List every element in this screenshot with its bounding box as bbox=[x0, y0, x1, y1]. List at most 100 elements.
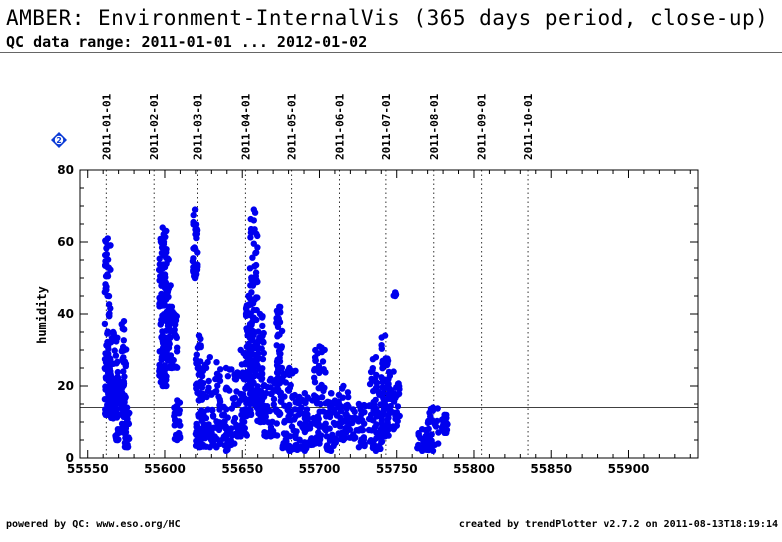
data-point bbox=[158, 302, 166, 309]
x-tick-label: 55800 bbox=[453, 462, 495, 476]
data-point bbox=[216, 419, 223, 426]
data-point bbox=[224, 373, 232, 380]
data-point bbox=[250, 306, 257, 314]
data-point bbox=[373, 383, 381, 391]
qc-diamond-icon[interactable]: 2 bbox=[51, 132, 67, 148]
data-point bbox=[191, 274, 199, 282]
data-point bbox=[163, 246, 170, 253]
data-point bbox=[249, 351, 257, 358]
data-point bbox=[267, 433, 274, 440]
data-point bbox=[120, 337, 128, 344]
data-point bbox=[221, 418, 228, 425]
data-point bbox=[157, 321, 164, 328]
data-point bbox=[349, 415, 356, 422]
data-point bbox=[318, 366, 325, 374]
data-point bbox=[344, 389, 352, 396]
data-point bbox=[160, 238, 168, 246]
data-point bbox=[275, 347, 283, 355]
y-tick-label: 80 bbox=[57, 163, 74, 177]
data-point bbox=[168, 364, 176, 372]
data-point bbox=[159, 265, 166, 272]
data-point bbox=[106, 360, 113, 367]
data-point bbox=[372, 396, 379, 404]
data-point bbox=[270, 401, 277, 408]
data-point bbox=[379, 424, 387, 431]
data-point bbox=[165, 339, 172, 346]
data-point bbox=[206, 354, 213, 361]
data-point bbox=[174, 397, 181, 404]
data-point bbox=[304, 416, 311, 423]
x-tick-label: 55600 bbox=[144, 462, 186, 476]
data-point bbox=[232, 376, 240, 383]
data-point bbox=[209, 413, 217, 420]
data-point bbox=[160, 344, 167, 351]
data-point bbox=[424, 433, 432, 441]
data-point bbox=[286, 447, 293, 454]
data-point bbox=[101, 320, 109, 328]
data-point bbox=[163, 327, 170, 334]
data-point bbox=[222, 386, 229, 393]
data-point bbox=[323, 433, 330, 440]
data-point bbox=[259, 332, 266, 340]
data-point bbox=[279, 444, 286, 452]
data-point bbox=[198, 396, 206, 403]
data-point bbox=[163, 349, 170, 357]
data-point bbox=[336, 431, 344, 438]
qc-badge-label: 2 bbox=[56, 136, 62, 145]
y-tick-label: 40 bbox=[57, 307, 74, 321]
data-point bbox=[270, 395, 278, 403]
data-point bbox=[367, 411, 375, 418]
data-point bbox=[231, 401, 239, 408]
data-point bbox=[103, 251, 111, 258]
data-point bbox=[107, 372, 115, 379]
footer-powered-by: powered by QC: www.eso.org/HC bbox=[6, 519, 181, 530]
data-point bbox=[250, 206, 257, 213]
data-point bbox=[441, 429, 448, 436]
data-point bbox=[246, 265, 254, 272]
data-point bbox=[112, 352, 120, 359]
data-point bbox=[102, 258, 109, 265]
data-point bbox=[111, 347, 118, 354]
data-point bbox=[104, 242, 111, 250]
data-point bbox=[311, 392, 318, 399]
data-point bbox=[193, 351, 200, 358]
data-point bbox=[276, 379, 284, 387]
y-tick-label: 20 bbox=[57, 379, 74, 393]
data-point bbox=[327, 447, 335, 454]
data-point bbox=[165, 321, 172, 328]
month-marker-label: 2011-02-01 bbox=[148, 93, 161, 160]
data-point bbox=[168, 303, 176, 310]
data-point bbox=[387, 407, 394, 415]
data-point bbox=[158, 373, 166, 380]
data-point bbox=[121, 425, 129, 432]
data-point bbox=[231, 440, 238, 447]
data-point bbox=[247, 383, 255, 391]
data-point bbox=[351, 408, 358, 416]
data-point bbox=[104, 235, 112, 242]
data-point bbox=[205, 377, 212, 385]
data-point bbox=[259, 322, 266, 330]
data-point bbox=[275, 369, 282, 376]
data-point bbox=[285, 405, 292, 413]
data-point bbox=[231, 414, 239, 422]
data-point bbox=[350, 431, 357, 438]
data-point bbox=[282, 379, 289, 386]
data-point bbox=[217, 440, 224, 447]
data-point bbox=[360, 435, 367, 442]
data-point bbox=[379, 378, 386, 386]
data-point bbox=[177, 422, 184, 429]
data-point bbox=[159, 271, 166, 278]
data-point bbox=[194, 389, 201, 396]
data-point bbox=[274, 432, 281, 439]
data-point bbox=[106, 313, 113, 320]
data-point bbox=[160, 231, 167, 238]
data-point bbox=[216, 373, 223, 380]
data-point bbox=[254, 232, 261, 240]
data-point bbox=[426, 418, 434, 425]
data-point bbox=[107, 305, 114, 312]
data-point bbox=[318, 348, 325, 356]
data-point bbox=[432, 422, 439, 429]
data-point bbox=[255, 328, 262, 335]
y-axis-label: humidity bbox=[35, 286, 49, 344]
